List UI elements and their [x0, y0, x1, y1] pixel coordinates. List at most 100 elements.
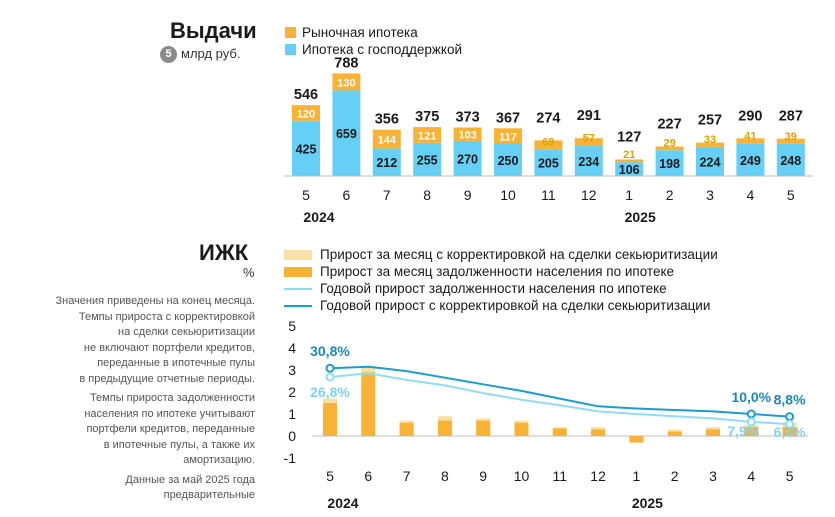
bar-market	[292, 105, 320, 121]
bar-state	[494, 143, 522, 176]
value-label-state: 224	[700, 155, 721, 169]
value-label-state: 255	[417, 153, 438, 167]
bar-market	[332, 73, 361, 91]
total-label: 290	[738, 108, 762, 124]
value-label-state: 212	[376, 156, 397, 170]
y-tick-label: 3	[288, 362, 296, 378]
legend-label-monthly-adjusted: Прирост за месяц с корректировкой на сде…	[320, 247, 718, 262]
issuance-legend: Рыночная ипотека Ипотека с господдержкой	[285, 24, 462, 58]
value-label-state: 248	[780, 154, 801, 168]
legend-swatch-annual	[284, 288, 312, 291]
value-label-market: 33	[704, 134, 716, 146]
bar-market	[655, 146, 684, 151]
bar-market	[413, 127, 442, 143]
line-marker	[325, 372, 335, 382]
legend-swatch-annual-adjusted	[284, 305, 312, 308]
legend-label-monthly: Прирост за месяц задолженности населения…	[320, 264, 675, 279]
total-label: 291	[577, 108, 601, 124]
annotation-label: 30,8%	[310, 343, 350, 359]
legend-item-annual-adjusted: Годовой прирост с корректировкой на сдел…	[284, 297, 718, 314]
y-tick-label: -1	[284, 450, 297, 466]
bar-state	[292, 120, 320, 176]
x-tick-label: 1	[625, 187, 633, 203]
bar-monthly	[744, 427, 759, 436]
total-label: 127	[617, 129, 641, 145]
note-line: амортизацию.	[183, 454, 255, 466]
legend-item-monthly-adjusted: Прирост за месяц с корректировкой на сде…	[284, 246, 718, 263]
x-tick-label: 11	[541, 187, 556, 203]
line-marker	[746, 417, 756, 427]
x-tick-label: 7	[403, 468, 411, 484]
x-tick-label: 4	[747, 187, 755, 203]
x-tick-label: 12	[590, 468, 606, 484]
x-tick-label: 10	[500, 187, 516, 203]
bar-state	[776, 143, 805, 176]
value-label-state: 250	[498, 154, 519, 168]
bar-state	[372, 148, 401, 176]
x-tick-label: 2	[666, 187, 674, 203]
x-tick-label: 1	[633, 468, 641, 484]
note-line: населения по ипотеке учитывают	[84, 407, 255, 420]
bar-monthly	[476, 420, 491, 436]
line-marker	[746, 409, 756, 419]
bar-market	[453, 127, 482, 141]
legend-item-monthly: Прирост за месяц задолженности населения…	[284, 263, 718, 280]
bar-monthly	[591, 429, 606, 436]
total-label: 375	[415, 109, 439, 125]
note-line: не включают портфели кредитов,	[83, 341, 255, 354]
x-tick-label: 5	[302, 187, 310, 203]
x-tick-label: 6	[364, 468, 372, 484]
y-tick-label: 0	[288, 428, 296, 444]
bar-state	[736, 143, 765, 176]
bar-market	[534, 140, 563, 150]
bar-monthly	[782, 427, 797, 436]
issuance-title: Выдачи	[170, 18, 257, 43]
izhk-title: ИЖК	[199, 240, 249, 265]
x-tick-label: 8	[423, 187, 431, 203]
y-tick-label: 1	[288, 406, 296, 422]
legend-item-annual: Годовой прирост задолженности населения …	[284, 280, 718, 297]
bar-state	[615, 162, 644, 176]
legend-label-annual-adjusted: Годовой прирост с корректировкой на сдел…	[320, 298, 711, 313]
issuance-unit: млрд руб.	[181, 46, 241, 61]
bar-monthly	[437, 420, 452, 436]
value-label-market: 144	[378, 135, 397, 147]
value-label-market: 21	[623, 149, 635, 161]
note-line: переданные в ипотечные пулы	[97, 357, 255, 369]
total-label: 257	[698, 113, 722, 129]
x-tick-label: 2	[671, 468, 679, 484]
total-label: 287	[779, 109, 803, 125]
x-tick-label: 8	[441, 468, 449, 484]
line-marker	[325, 363, 335, 373]
note-line: Данные за май 2025 года	[125, 473, 255, 486]
bar-state	[413, 142, 442, 176]
note-line: предварительные	[163, 489, 255, 501]
year-label: 2024	[327, 495, 358, 511]
line-annual-adjusted	[329, 365, 790, 418]
x-tick-label: 4	[747, 468, 755, 484]
x-tick-label: 7	[383, 187, 391, 203]
value-label-state: 106	[619, 163, 640, 177]
line-marker	[785, 419, 795, 429]
legend-label-market: Рыночная ипотека	[302, 25, 418, 40]
value-label-market: 120	[297, 108, 315, 120]
value-label-market: 29	[663, 137, 675, 149]
legend-item-market: Рыночная ипотека	[285, 24, 462, 41]
value-label-market: 117	[499, 131, 517, 143]
legend-swatch-state	[285, 44, 296, 55]
value-label-state: 234	[578, 155, 599, 169]
bar-state	[574, 145, 603, 176]
issuance-badge: 5	[160, 46, 177, 64]
x-tick-label: 12	[581, 187, 597, 203]
bar-market	[494, 128, 522, 144]
value-label-state: 425	[296, 142, 317, 156]
bar-market	[615, 159, 644, 163]
izhk-unit: %	[243, 265, 255, 280]
x-tick-label: 3	[706, 187, 714, 203]
value-label-state: 205	[538, 157, 559, 171]
bar-market	[696, 142, 724, 147]
legend-swatch-monthly-adjusted	[284, 250, 312, 261]
value-label-market: 69	[542, 136, 554, 148]
value-label-market: 130	[337, 77, 355, 89]
